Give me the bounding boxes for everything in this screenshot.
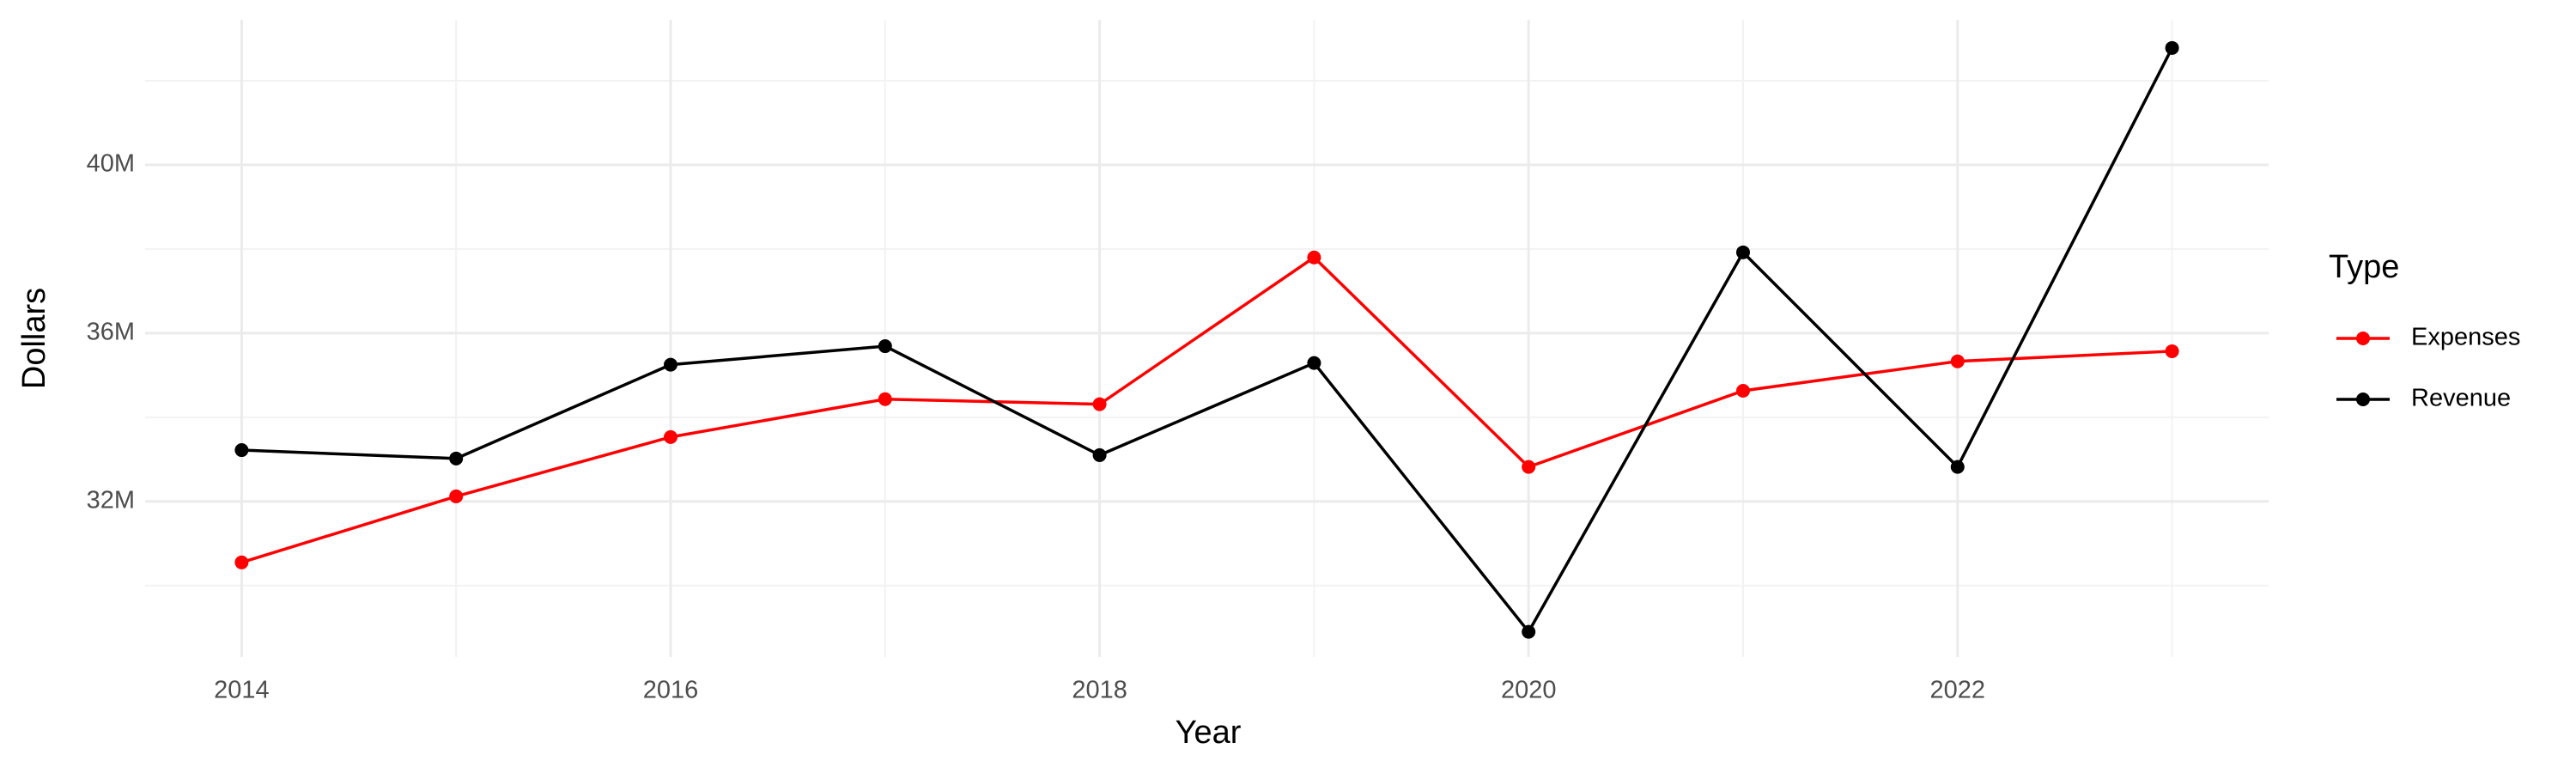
data-point [1950,460,1965,474]
legend-marker [2356,332,2370,345]
legend-marker [2356,393,2370,406]
data-point [664,357,678,372]
data-point [2165,344,2179,358]
data-point [1522,460,1536,474]
data-point [664,429,678,444]
series-line [241,47,2174,635]
data-point [878,339,892,354]
data-point [1092,447,1107,462]
x-axis-title: Year [1176,715,1242,751]
data-point [878,392,892,406]
data-point [1735,383,1750,398]
data-point [234,555,249,569]
data-point [234,443,249,458]
data-point [1092,397,1107,411]
x-tick-label: 2016 [643,677,699,704]
series-line [240,255,2172,564]
data-point [1307,250,1321,265]
y-tick-label: 32M [87,486,135,514]
x-tick-label: 2018 [1072,677,1127,704]
legend-label: Revenue [2411,385,2511,412]
y-tick-label: 40M [87,150,135,178]
data-point [1735,245,1750,259]
data-point [449,451,464,466]
x-tick-label: 2022 [1930,677,1986,704]
y-axis-title: Dollars [16,288,52,389]
legend-title: Type [2329,249,2399,285]
data-point [449,489,464,503]
data-point [2165,40,2179,55]
y-tick-label: 36M [87,319,135,346]
data-point [1307,356,1321,370]
x-tick-label: 2020 [1501,677,1557,704]
data-point [1950,354,1965,368]
x-tick-label: 2014 [214,677,270,704]
legend-label: Expenses [2411,324,2520,351]
data-point [1522,624,1536,639]
